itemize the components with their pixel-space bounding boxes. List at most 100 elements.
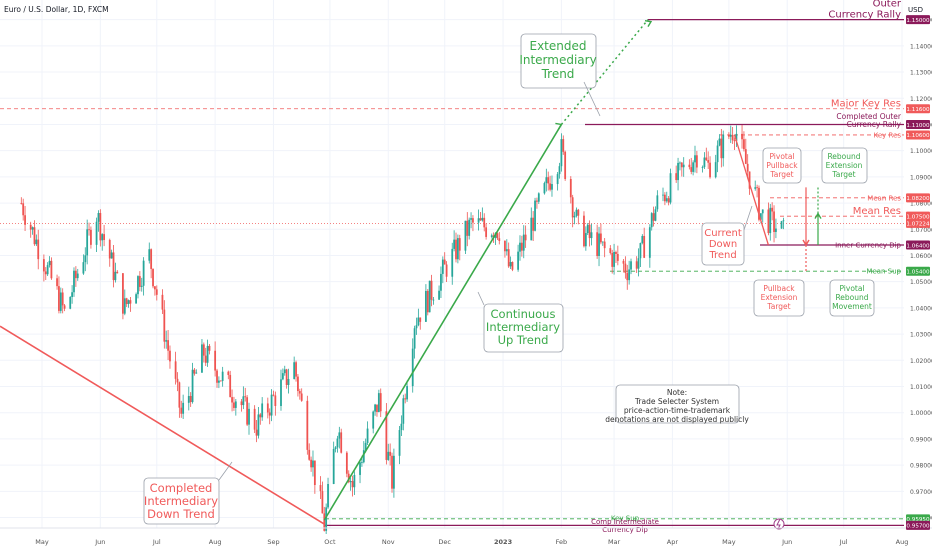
y-tick-label: 1.12000: [910, 96, 932, 103]
candle-body: [338, 432, 340, 438]
candle-body: [126, 298, 128, 304]
candle-body: [628, 269, 630, 280]
candle-body: [359, 462, 361, 475]
candle-body: [130, 300, 132, 303]
candle-body: [419, 318, 421, 322]
candle-body: [497, 233, 499, 238]
candle-body: [399, 430, 401, 456]
x-tick-label: Sep: [267, 538, 279, 546]
candle-body: [308, 450, 310, 460]
candle-body: [577, 210, 579, 216]
y-tick-label: 0.99000: [910, 436, 932, 443]
candle-body: [60, 292, 62, 310]
candle-body: [163, 310, 165, 342]
candle-body: [45, 271, 47, 274]
candle-body: [98, 213, 100, 222]
price-level-tag-text: 1.08200: [906, 196, 930, 202]
candle-body: [773, 211, 775, 232]
candle-body: [681, 163, 683, 168]
candle-body: [167, 340, 169, 351]
price-chart[interactable]: OuterCurrency RallyMajor Key ResComplete…: [0, 0, 932, 550]
candle-body: [664, 195, 666, 202]
candle-body: [274, 396, 276, 406]
candle-body: [506, 249, 508, 251]
candle-body: [282, 373, 284, 379]
candle-body: [451, 249, 453, 277]
y-tick-label: 1.00000: [910, 410, 932, 417]
candle-body: [512, 262, 514, 270]
candle-body: [86, 229, 88, 255]
candle-body: [677, 163, 679, 180]
candle-body: [284, 369, 286, 373]
candle-body: [508, 249, 510, 266]
candle-body: [333, 449, 335, 484]
x-tick-label: Oct: [324, 538, 336, 546]
candle-body: [532, 218, 534, 231]
candle-body: [717, 146, 719, 163]
candle-body: [20, 203, 22, 204]
candle-body: [214, 351, 216, 371]
candle-body: [337, 439, 339, 448]
candle-body: [141, 286, 143, 287]
candle-body: [271, 395, 273, 416]
candle-body: [195, 373, 197, 374]
candle-body: [743, 139, 745, 149]
candle-body: [683, 165, 685, 168]
candle-body: [675, 173, 677, 180]
candle-body: [261, 403, 263, 417]
candle-body: [709, 163, 711, 178]
candle-body: [103, 234, 105, 240]
candle-body: [591, 232, 593, 238]
candle-body: [662, 195, 664, 196]
candle-body: [559, 166, 561, 174]
price-level-label: Mean Res: [853, 206, 901, 217]
candle-body: [352, 481, 354, 487]
candle-body: [604, 242, 606, 249]
candle-body: [549, 183, 551, 189]
candle-body: [446, 265, 448, 277]
candle-body: [767, 210, 769, 234]
candle-body: [312, 461, 314, 468]
candle-body: [741, 134, 743, 139]
candle-body: [440, 274, 442, 291]
candle-body: [374, 405, 376, 412]
candle-body: [47, 265, 49, 274]
candle-body: [756, 187, 758, 188]
candle-body: [466, 221, 468, 236]
candle-body: [71, 292, 73, 297]
candle-body: [544, 183, 546, 193]
candle-body: [638, 258, 640, 268]
candle-body: [259, 414, 261, 417]
candle-body: [310, 460, 312, 468]
candle-body: [124, 298, 126, 313]
candle-body: [498, 238, 500, 241]
candle-body: [254, 409, 256, 430]
candle-body: [393, 456, 395, 489]
candle-body: [111, 252, 113, 258]
candle-body: [154, 286, 156, 289]
x-tick-label: Mar: [608, 538, 621, 546]
candle-body: [704, 158, 706, 168]
y-tick-label: 1.06000: [910, 253, 932, 260]
candle-body: [122, 273, 124, 313]
candle-body: [623, 261, 625, 264]
x-tick-label: Jul: [152, 538, 161, 546]
candle-body: [389, 452, 391, 456]
candle-body: [653, 213, 655, 221]
candle-body: [722, 135, 724, 159]
candle-body: [150, 249, 152, 269]
candle-body: [510, 262, 512, 266]
candle-body: [380, 393, 382, 411]
candle-body: [128, 300, 130, 304]
candle-body: [457, 238, 459, 259]
candle-body: [734, 140, 736, 141]
price-level-tag-text: 1.07224: [906, 222, 930, 228]
candle-body: [165, 340, 167, 342]
candle-body: [600, 234, 602, 243]
candle-body: [783, 220, 785, 221]
candle-body: [417, 318, 419, 326]
price-level-label: Key Res: [874, 131, 902, 139]
candle-body: [30, 225, 32, 230]
candle-body: [182, 403, 184, 414]
price-level-tag-text: 1.06400: [906, 243, 930, 249]
